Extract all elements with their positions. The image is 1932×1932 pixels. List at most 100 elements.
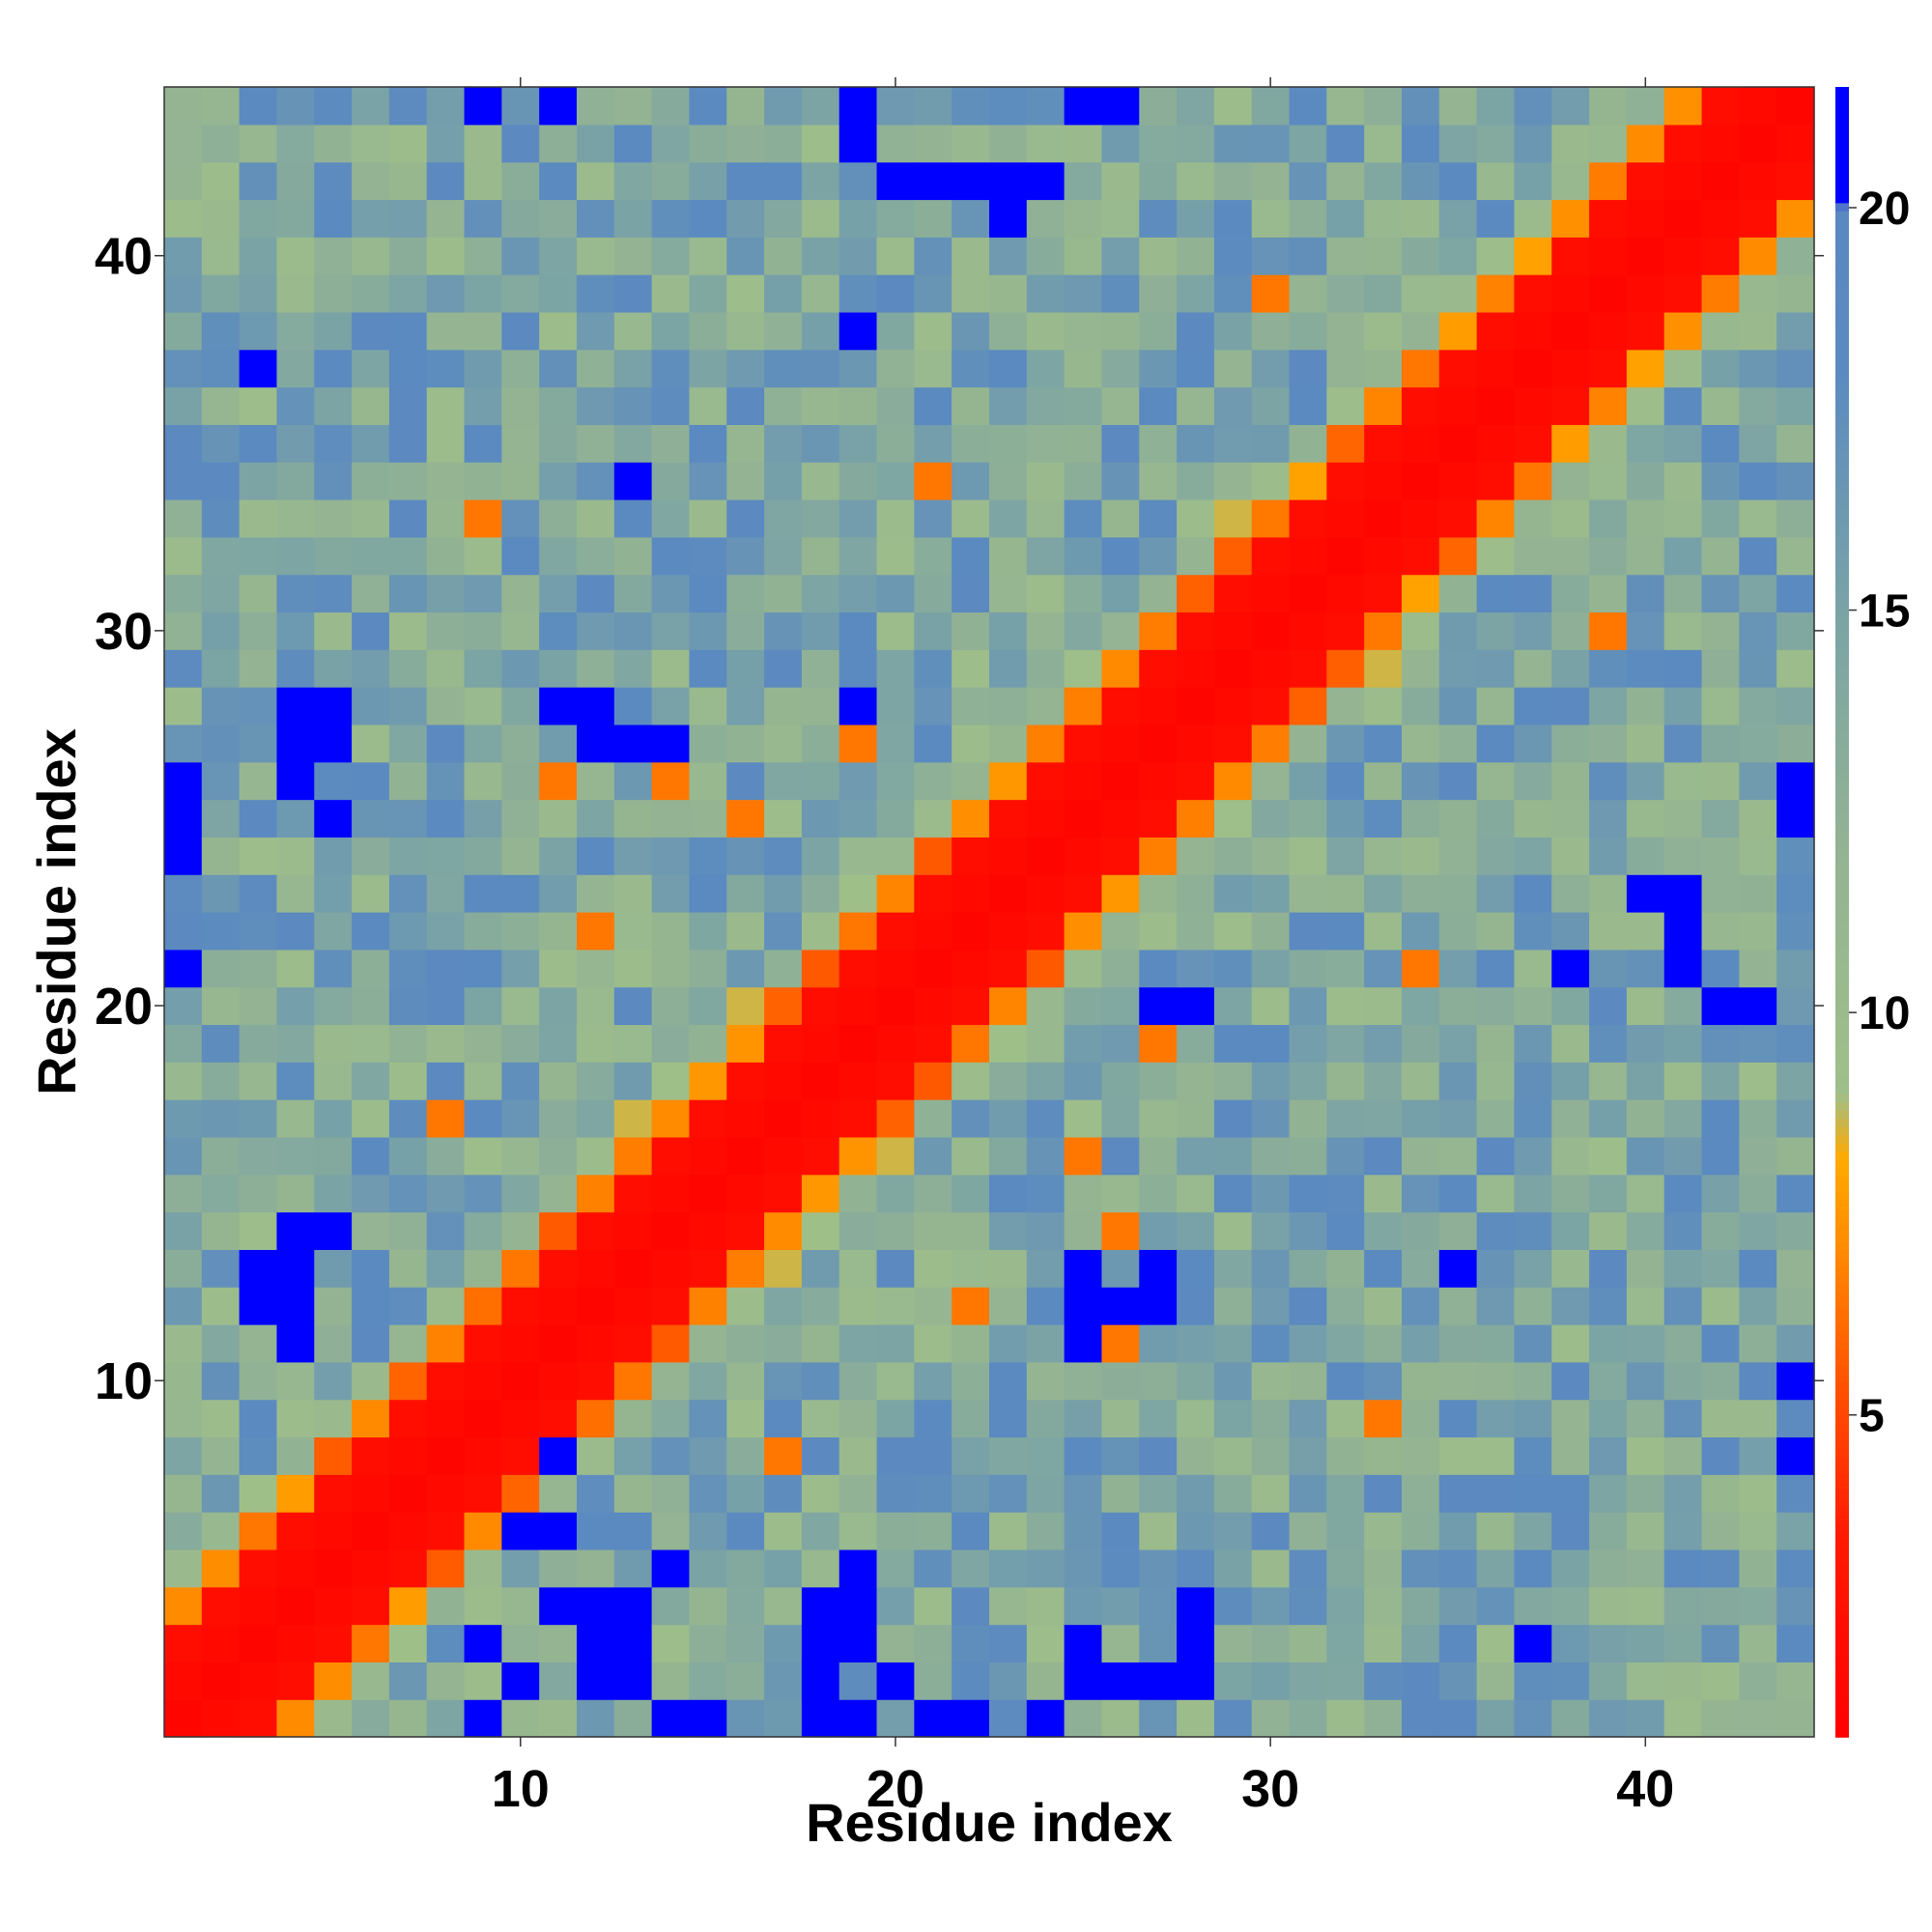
heatmap-cell bbox=[1701, 649, 1740, 688]
heatmap-cell bbox=[1438, 1361, 1478, 1401]
heatmap-cell bbox=[352, 274, 390, 313]
heatmap-cell bbox=[539, 574, 578, 613]
colorbar-segment bbox=[1835, 985, 1849, 996]
heatmap-cell bbox=[539, 611, 578, 650]
heatmap-cell bbox=[914, 536, 952, 576]
heatmap-cell bbox=[164, 274, 203, 313]
heatmap-cell bbox=[1326, 311, 1365, 351]
heatmap-cell bbox=[352, 986, 390, 1026]
colorbar-segment bbox=[1835, 384, 1849, 393]
heatmap-cell bbox=[1739, 1436, 1777, 1475]
heatmap-cell bbox=[239, 1361, 278, 1401]
heatmap-cell bbox=[426, 311, 466, 351]
heatmap-cell bbox=[651, 536, 691, 576]
heatmap-cell bbox=[651, 912, 691, 951]
heatmap-cell bbox=[1326, 1099, 1365, 1138]
heatmap-cell bbox=[1551, 1586, 1590, 1626]
heatmap-cell bbox=[613, 1699, 653, 1738]
heatmap-cell bbox=[1663, 799, 1703, 838]
heatmap-cell bbox=[1589, 124, 1628, 163]
heatmap-cell bbox=[1139, 1024, 1178, 1063]
heatmap-cell bbox=[1139, 837, 1178, 875]
colorbar-segment bbox=[1835, 1662, 1849, 1672]
heatmap-cell bbox=[1589, 1136, 1628, 1176]
colorbar-segment bbox=[1835, 804, 1849, 814]
heatmap-cell bbox=[914, 761, 952, 801]
heatmap-cell bbox=[314, 349, 353, 388]
heatmap-cell bbox=[838, 1324, 878, 1363]
heatmap-cell bbox=[1402, 1512, 1440, 1550]
colorbar-segment bbox=[1835, 1596, 1849, 1606]
colorbar-segment bbox=[1835, 1349, 1849, 1358]
heatmap-cell bbox=[1139, 1474, 1178, 1513]
heatmap-cell bbox=[764, 124, 803, 163]
heatmap-cell bbox=[726, 1099, 765, 1138]
heatmap-cell bbox=[952, 237, 990, 275]
heatmap-cell bbox=[464, 349, 502, 388]
heatmap-cell bbox=[501, 687, 540, 725]
heatmap-cell bbox=[276, 1399, 315, 1438]
heatmap-cell bbox=[1213, 1174, 1253, 1213]
heatmap-cell bbox=[464, 837, 502, 875]
heatmap-cell bbox=[501, 386, 540, 425]
heatmap-cell bbox=[1551, 1512, 1590, 1550]
heatmap-cell bbox=[989, 1548, 1028, 1588]
colorbar-segment bbox=[1835, 243, 1849, 253]
heatmap-cell bbox=[1251, 274, 1291, 313]
heatmap-cell bbox=[501, 1136, 540, 1176]
heatmap-cell bbox=[352, 1062, 390, 1100]
heatmap-cell bbox=[1476, 1662, 1516, 1700]
heatmap-cell bbox=[764, 1474, 803, 1513]
heatmap-cell bbox=[1551, 1024, 1590, 1063]
heatmap-cell bbox=[1514, 1512, 1552, 1550]
heatmap-cell bbox=[388, 1436, 428, 1475]
heatmap-cell bbox=[539, 1586, 578, 1626]
colorbar-segment bbox=[1835, 1266, 1849, 1276]
heatmap-cell bbox=[1739, 1136, 1777, 1176]
heatmap-cell bbox=[1326, 1436, 1365, 1475]
heatmap-cell bbox=[1739, 649, 1777, 688]
heatmap-cell bbox=[314, 649, 353, 688]
heatmap-cell bbox=[1551, 574, 1590, 613]
heatmap-cell bbox=[651, 1624, 691, 1662]
heatmap-cell bbox=[1776, 912, 1815, 951]
heatmap-cell bbox=[1776, 724, 1815, 763]
heatmap-cell bbox=[876, 237, 915, 275]
heatmap-cell bbox=[577, 1136, 615, 1176]
heatmap-cell bbox=[164, 912, 203, 951]
heatmap-cell bbox=[314, 986, 353, 1026]
colorbar-segment bbox=[1835, 425, 1849, 435]
heatmap-cell bbox=[201, 386, 241, 425]
heatmap-cell bbox=[801, 1399, 840, 1438]
heatmap-cell bbox=[1213, 1624, 1253, 1662]
heatmap-cell bbox=[914, 874, 952, 913]
heatmap-cell bbox=[201, 87, 241, 126]
heatmap-cell bbox=[651, 1324, 691, 1363]
heatmap-cell bbox=[1476, 611, 1516, 650]
heatmap-cell bbox=[689, 1024, 727, 1063]
heatmap-cell bbox=[952, 1287, 990, 1325]
colorbar-segment bbox=[1835, 1250, 1849, 1260]
heatmap-cell bbox=[1701, 124, 1740, 163]
heatmap-cell bbox=[1626, 912, 1665, 951]
heatmap-cell bbox=[1289, 237, 1327, 275]
heatmap-cell bbox=[613, 1099, 653, 1138]
heatmap-cell bbox=[914, 1548, 952, 1588]
heatmap-cell bbox=[989, 1024, 1028, 1063]
heatmap-cell bbox=[1251, 1548, 1291, 1588]
colorbar-segment bbox=[1835, 326, 1849, 335]
heatmap-cell bbox=[952, 1624, 990, 1662]
heatmap-cell bbox=[1026, 1586, 1065, 1626]
heatmap-cell bbox=[1476, 349, 1516, 388]
heatmap-cell bbox=[577, 1324, 615, 1363]
heatmap-cell bbox=[651, 424, 691, 463]
heatmap-cell bbox=[1213, 986, 1253, 1026]
heatmap-cell bbox=[1438, 424, 1478, 463]
heatmap-cell bbox=[1589, 1548, 1628, 1588]
heatmap-cell bbox=[1739, 1249, 1777, 1288]
heatmap-cell bbox=[1663, 1174, 1703, 1213]
heatmap-cell bbox=[388, 1512, 428, 1550]
heatmap-cell bbox=[1213, 1062, 1253, 1100]
heatmap-cell bbox=[1626, 1324, 1665, 1363]
